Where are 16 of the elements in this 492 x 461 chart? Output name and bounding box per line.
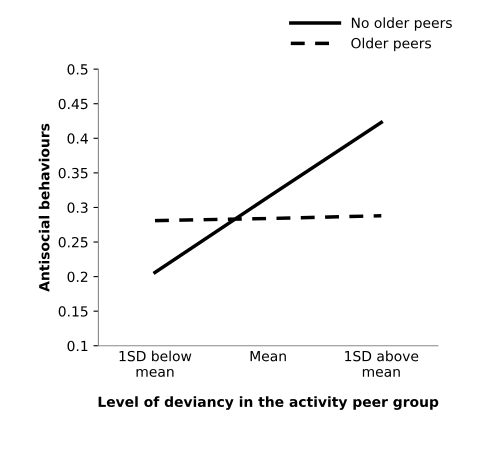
x-axis-title: Level of deviancy in the activity peer group xyxy=(98,396,438,410)
y-axis-title: Antisocial behaviours xyxy=(38,124,50,292)
legend-label: Older peers xyxy=(351,38,431,52)
y-tick-label: 0.35 xyxy=(58,168,88,178)
x-tick-label: 1SD above mean xyxy=(345,350,418,377)
y-tick-label: 0.4 xyxy=(68,133,88,144)
y-tick-label: 0.3 xyxy=(68,202,88,213)
legend-label: No older peers xyxy=(352,17,452,31)
y-tick-label: 0.5 xyxy=(68,64,88,75)
y-tick-label: 0.1 xyxy=(68,340,88,352)
y-tick-label: 0.45 xyxy=(58,98,88,110)
x-tick-label: 1SD below mean xyxy=(120,350,192,377)
y-tick-label: 0.25 xyxy=(58,236,88,248)
x-tick-label: Mean xyxy=(250,351,286,362)
y-tick-label: 0.15 xyxy=(58,306,88,317)
y-tick-label: 0.2 xyxy=(68,272,88,282)
